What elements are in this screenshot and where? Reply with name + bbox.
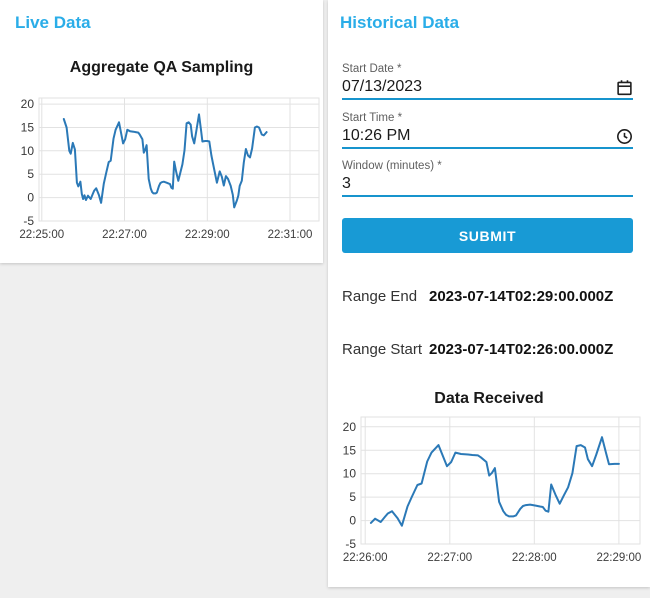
range-end-row: Range End 2023-07-14T02:29:00.000Z [342, 288, 642, 305]
svg-text:-5: -5 [345, 537, 356, 551]
start-time-label: Start Time * [342, 112, 403, 124]
range-start-value: 2023-07-14T02:26:00.000Z [429, 341, 614, 358]
window-minutes-field: Window (minutes) * 3 [342, 159, 633, 197]
window-minutes-label: Window (minutes) * [342, 160, 442, 172]
history-chart-title: Data Received [434, 390, 544, 407]
range-start-row: Range Start 2023-07-14T02:26:00.000Z [342, 341, 642, 358]
start-date-label: Start Date * [342, 63, 402, 75]
svg-text:22:27:00: 22:27:00 [102, 229, 147, 241]
svg-text:0: 0 [27, 191, 34, 205]
svg-text:22:29:00: 22:29:00 [185, 229, 230, 241]
range-end-label: Range End [342, 288, 418, 305]
svg-text:10: 10 [343, 467, 357, 481]
svg-text:-5: -5 [23, 214, 34, 228]
start-date-field: Start Date * 07/13/2023 [342, 62, 633, 100]
svg-text:22:28:00: 22:28:00 [512, 552, 557, 564]
historical-data-panel: Historical Data Start Date * 07/13/2023 … [328, 0, 650, 587]
live-chart: -5 0 5 10 15 20 22:25:00 22:27:00 22:29:00 22:31:… [19, 97, 320, 241]
start-time-field: Start Time * 10:26 PM [342, 111, 633, 149]
start-time-input[interactable]: 10:26 PM [342, 127, 411, 144]
svg-text:20: 20 [343, 420, 357, 434]
svg-text:22:26:00: 22:26:00 [343, 552, 388, 564]
calendar-icon[interactable] [616, 79, 633, 96]
range-end-value: 2023-07-14T02:29:00.000Z [429, 288, 614, 305]
svg-text:0: 0 [349, 514, 356, 528]
start-date-input[interactable]: 07/13/2023 [342, 78, 423, 95]
svg-text:5: 5 [27, 167, 34, 181]
svg-text:22:29:00: 22:29:00 [597, 552, 642, 564]
svg-text:15: 15 [343, 443, 357, 457]
svg-text:10: 10 [21, 144, 35, 158]
clock-icon[interactable] [616, 128, 633, 145]
svg-text:22:25:00: 22:25:00 [19, 229, 64, 241]
historical-data-header: Historical Data [340, 13, 460, 32]
svg-text:20: 20 [21, 97, 35, 111]
live-data-header: Live Data [15, 13, 91, 32]
history-chart: -5 0 5 10 15 20 22:26:00 22:27:00 22:28:00 22:29:… [343, 416, 642, 564]
range-start-label: Range Start [342, 341, 423, 358]
svg-text:22:31:00: 22:31:00 [268, 229, 313, 241]
svg-text:15: 15 [21, 121, 35, 135]
svg-text:5: 5 [349, 490, 356, 504]
live-chart-title: Aggregate QA Sampling [69, 59, 254, 76]
submit-button[interactable]: SUBMIT [342, 218, 633, 253]
live-data-panel: Live Data Aggregate QA Sampling -5 0 5 10 15… [0, 0, 323, 263]
svg-text:22:27:00: 22:27:00 [427, 552, 472, 564]
window-minutes-input[interactable]: 3 [342, 175, 351, 192]
